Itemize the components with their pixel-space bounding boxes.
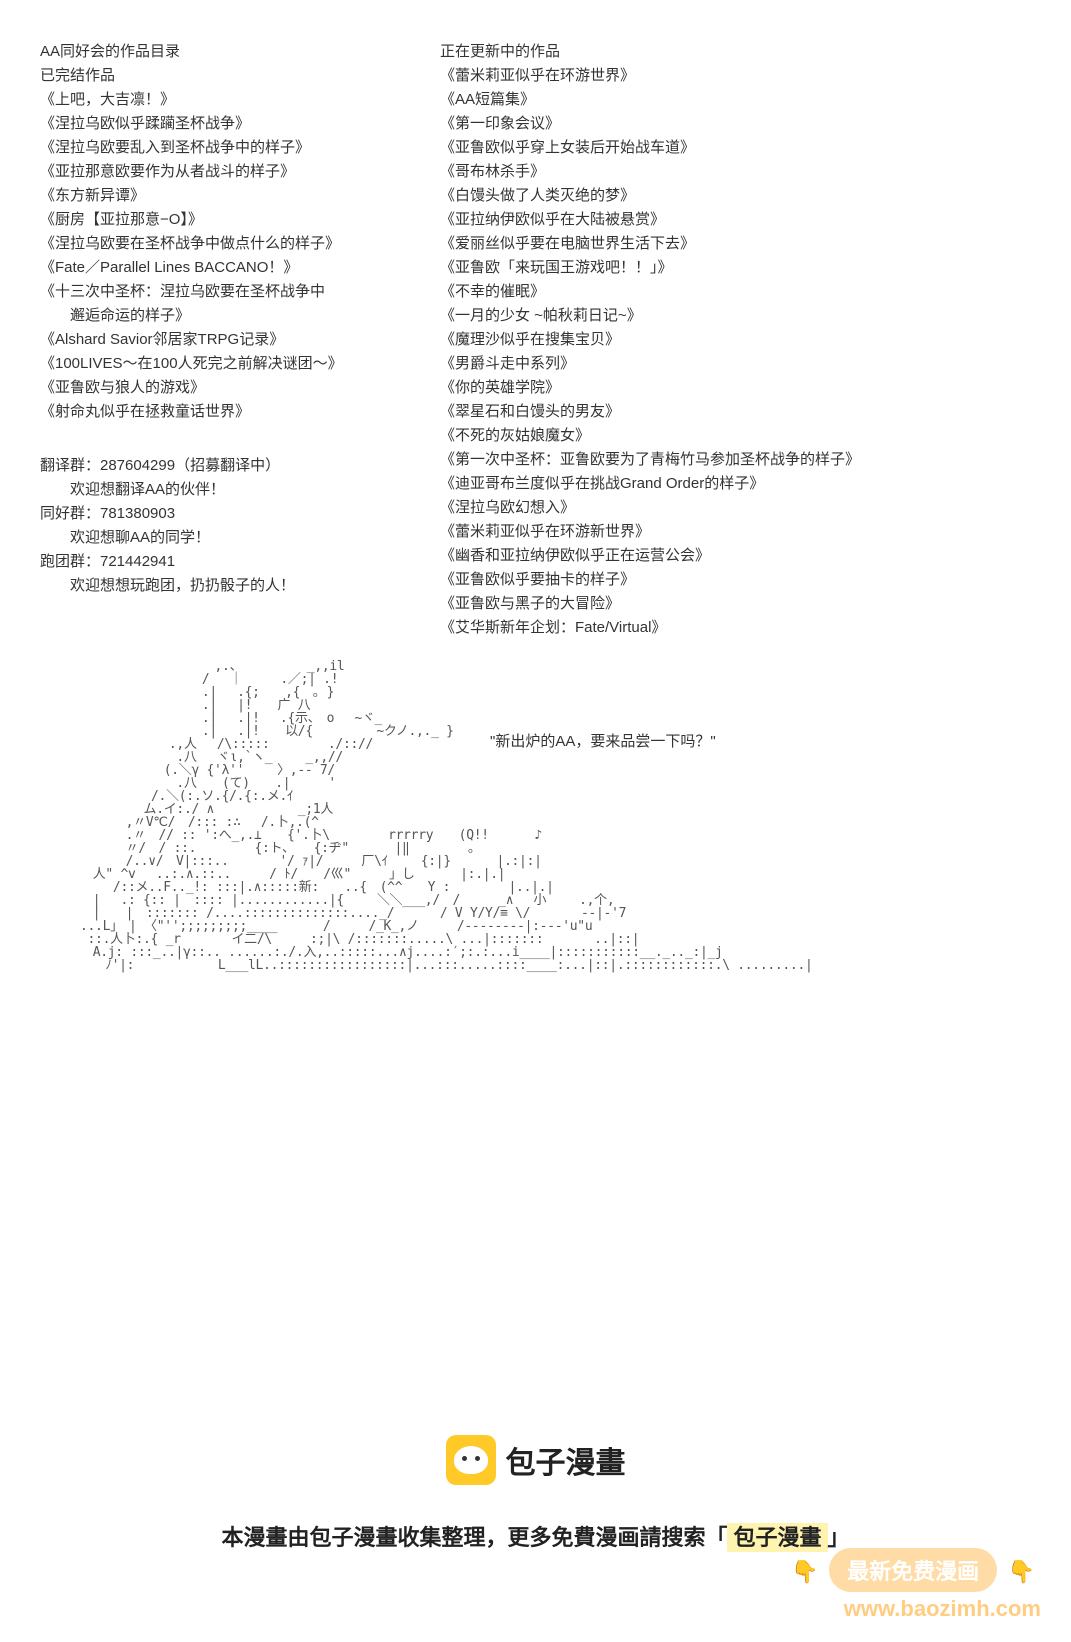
list-item: 《第一次中圣杯：亚鲁欧要为了青梅竹马参加圣杯战争的样子》	[440, 448, 1031, 472]
list-item: 《一月的少女 ~帕秋莉日记~》	[440, 304, 1031, 328]
list-item: 《Fate／Parallel Lines BACCANO！》	[40, 256, 400, 280]
content-wrapper: AA同好会的作品目录 已完结作品 《上吧，大吉凛！》 《涅拉乌欧似乎蹂躏圣杯战争…	[0, 0, 1071, 640]
groups-section: 翻译群：287604299（招募翻译中） 欢迎想翻译AA的伙伴！ 同好群：781…	[40, 454, 400, 598]
list-item: 《涅拉乌欧似乎蹂躏圣杯战争》	[40, 112, 400, 136]
watermark: 👇 最新免费漫画 👇 www.baozimh.com	[785, 1548, 1041, 1622]
list-item: 《东方新异谭》	[40, 184, 400, 208]
group-line: 跑团群：721442941	[40, 550, 400, 574]
watermark-url: www.baozimh.com	[785, 1596, 1041, 1622]
list-item: 《第一印象会议》	[440, 112, 1031, 136]
list-item: 《幽香和亚拉纳伊欧似乎正在运营公会》	[440, 544, 1031, 568]
list-item: 《白馒头做了人类灭绝的梦》	[440, 184, 1031, 208]
list-item: 《上吧，大吉凛！》	[40, 88, 400, 112]
list-item: 《亚鲁欧似乎穿上女装后开始战车道》	[440, 136, 1031, 160]
group-line: 翻译群：287604299（招募翻译中）	[40, 454, 400, 478]
list-item: 《亚鲁欧与狼人的游戏》	[40, 376, 400, 400]
list-item: 《你的英雄学院》	[440, 376, 1031, 400]
list-item: 《亚鲁欧似乎要抽卡的样子》	[440, 568, 1031, 592]
list-item: 《亚鲁欧「来玩国王游戏吧！！」》	[440, 256, 1031, 280]
brand-name: 包子漫畫	[506, 1438, 626, 1482]
list-item: 《蕾米莉亚似乎在环游世界》	[440, 64, 1031, 88]
group-line: 同好群：781380903	[40, 502, 400, 526]
footer-desc-prefix: 本漫畫由包子漫畫收集整理，更多免費漫画請搜索「	[221, 1525, 727, 1550]
group-line: 欢迎想想玩跑团，扔扔骰子的人！	[40, 574, 400, 598]
hand-icon: 👇	[1008, 1559, 1035, 1584]
list-item: 《Alshard Savior邻居家TRPG记录》	[40, 328, 400, 352]
completed-subtitle: 已完结作品	[40, 64, 400, 88]
footer-desc-suffix: 」	[828, 1525, 850, 1550]
list-item: 《爱丽丝似乎要在电脑世界生活下去》	[440, 232, 1031, 256]
list-item: 《100LIVES～在100人死完之前解决谜团～》	[40, 352, 400, 376]
list-item: 《翠星石和白馒头的男友》	[440, 400, 1031, 424]
watermark-button[interactable]: 最新免费漫画	[829, 1548, 997, 1592]
list-item: 《涅拉乌欧要乱入到圣杯战争中的样子》	[40, 136, 400, 160]
list-item: 《涅拉乌欧要在圣杯战争中做点什么的样子》	[40, 232, 400, 256]
list-item: 《不死的灰姑娘魔女》	[440, 424, 1031, 448]
updating-title: 正在更新中的作品	[440, 40, 1031, 64]
list-item: 《亚鲁欧与黑子的大冒险》	[440, 592, 1031, 616]
list-item: 《魔理沙似乎在搜集宝贝》	[440, 328, 1031, 352]
list-item: 《涅拉乌欧幻想入》	[440, 496, 1031, 520]
list-item: 《十三次中圣杯：涅拉乌欧要在圣杯战争中	[40, 280, 400, 304]
catalog-title: AA同好会的作品目录	[40, 40, 400, 64]
list-item: 《艾华斯新年企划：Fate/Virtual》	[440, 616, 1031, 640]
right-column: 正在更新中的作品 《蕾米莉亚似乎在环游世界》 《AA短篇集》 《第一印象会议》 …	[440, 40, 1031, 640]
list-item: 《男爵斗走中系列》	[440, 352, 1031, 376]
list-item: 《亚拉纳伊欧似乎在大陆被悬赏》	[440, 208, 1031, 232]
bun-icon	[446, 1435, 496, 1485]
group-line: 欢迎想聊AA的同学！	[40, 526, 400, 550]
ascii-art: ,.、 _,,il / ｜ .／;| .! .| .{; ,{ ｡ } .| |…	[0, 660, 1071, 972]
footer: 包子漫畫 本漫畫由包子漫畫收集整理，更多免費漫画請搜索「包子漫畫」	[0, 1435, 1071, 1552]
group-line: 欢迎想翻译AA的伙伴！	[40, 478, 400, 502]
left-column: AA同好会的作品目录 已完结作品 《上吧，大吉凛！》 《涅拉乌欧似乎蹂躏圣杯战争…	[40, 40, 400, 640]
list-item: 《蕾米莉亚似乎在环游新世界》	[440, 520, 1031, 544]
list-item: 《不幸的催眠》	[440, 280, 1031, 304]
speech-text: "新出炉的AA，要来品尝一下吗？"	[490, 730, 716, 751]
list-item: 《哥布林杀手》	[440, 160, 1031, 184]
hand-icon: 👇	[791, 1559, 818, 1584]
list-item: 《射命丸似乎在拯救童话世界》	[40, 400, 400, 424]
list-item: 《AA短篇集》	[440, 88, 1031, 112]
brand-row: 包子漫畫	[446, 1435, 626, 1485]
list-item: 《厨房【亚拉那意−O】》	[40, 208, 400, 232]
list-item: 《迪亚哥布兰度似乎在挑战Grand Order的样子》	[440, 472, 1031, 496]
list-item-cont: 邂逅命运的样子》	[40, 304, 400, 328]
list-item: 《亚拉那意欧要作为从者战斗的样子》	[40, 160, 400, 184]
